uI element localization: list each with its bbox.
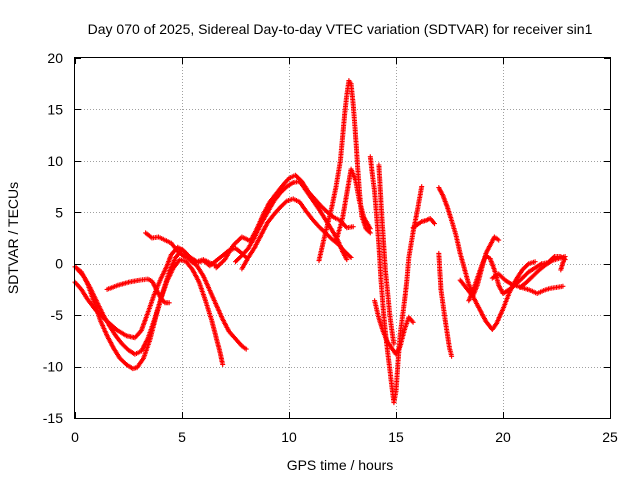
- series-track-19: [489, 271, 566, 296]
- data-point: [220, 362, 226, 367]
- data-points: [72, 78, 568, 406]
- series-track-13: [376, 162, 397, 347]
- data-point: [166, 300, 172, 306]
- data-point: [419, 184, 425, 190]
- x-tick-label: 5: [178, 429, 186, 445]
- series-track-10: [333, 166, 373, 244]
- data-point: [367, 230, 373, 236]
- series-track-4: [104, 276, 172, 306]
- data-point: [532, 259, 538, 265]
- series-track-20: [517, 254, 568, 290]
- plot-frame: [74, 57, 611, 419]
- data-point: [449, 353, 455, 359]
- data-point: [432, 221, 437, 227]
- series-track-8: [239, 196, 354, 272]
- y-tick-label: -5: [51, 307, 64, 323]
- y-axis-title: SDTVAR / TECUs: [5, 182, 21, 294]
- x-tick-label: 10: [281, 429, 297, 445]
- series-track-14: [410, 216, 437, 231]
- series-track-12: [372, 298, 416, 357]
- data-point: [350, 224, 356, 230]
- data-point: [243, 346, 249, 352]
- x-tick-label: 25: [602, 429, 618, 445]
- data-point: [348, 255, 354, 260]
- data-point: [366, 229, 372, 235]
- data-point: [367, 226, 373, 232]
- series-track-1: [72, 244, 219, 341]
- x-tick-label: 20: [495, 429, 511, 445]
- series-track-16: [436, 250, 455, 359]
- y-tick-label: 0: [55, 256, 63, 272]
- y-tick-label: -10: [43, 359, 63, 375]
- chart-title: Day 070 of 2025, Sidereal Day-to-day VTE…: [88, 21, 593, 37]
- x-tick-labels: 0 5 10 15 20 25: [71, 429, 618, 445]
- data-point: [410, 319, 416, 325]
- data-point: [496, 237, 502, 243]
- y-tick-label: 15: [47, 101, 63, 117]
- series-track-15: [436, 185, 502, 299]
- x-tick-label: 0: [71, 429, 79, 445]
- data-point: [347, 254, 353, 259]
- data-point: [525, 262, 531, 268]
- series-track-3: [74, 257, 226, 367]
- x-tick-label: 15: [388, 429, 404, 445]
- data-point: [558, 267, 564, 273]
- y-tick-labels: -15 -10 -5 0 5 10 15 20: [43, 50, 63, 426]
- data-point: [560, 283, 566, 289]
- data-point: [391, 341, 397, 347]
- series-track-9: [316, 78, 373, 264]
- y-tick-label: 5: [55, 204, 63, 220]
- y-tick-label: 10: [47, 153, 63, 169]
- data-point: [344, 257, 350, 263]
- x-axis-title: GPS time / hours: [287, 457, 394, 473]
- y-tick-label: 20: [47, 50, 63, 66]
- y-tick-label: -15: [43, 410, 63, 426]
- axis-ticks: [75, 58, 611, 419]
- data-point: [283, 199, 289, 205]
